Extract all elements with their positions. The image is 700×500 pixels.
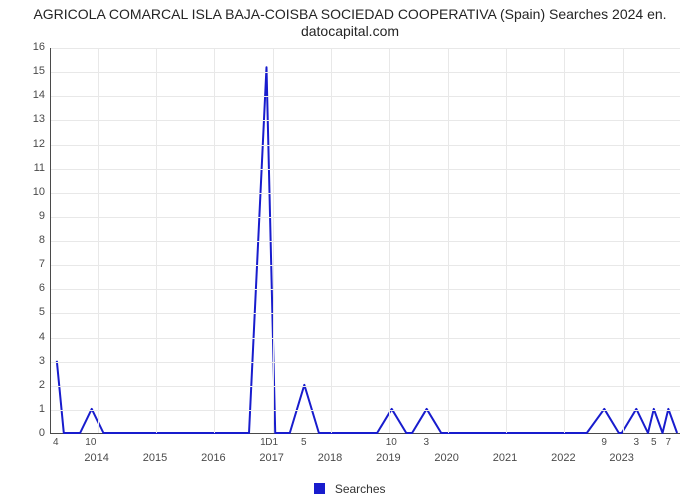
gridline-v <box>448 48 449 433</box>
y-tick-label: 5 <box>27 306 45 318</box>
chart-container: AGRICOLA COMARCAL ISLA BAJA-COISBA SOCIE… <box>0 0 700 500</box>
gridline-h <box>51 217 680 218</box>
y-tick-label: 8 <box>27 234 45 246</box>
x-tick-label: 2019 <box>376 452 400 464</box>
point-label: 3 <box>423 437 429 448</box>
gridline-h <box>51 410 680 411</box>
gridline-v <box>506 48 507 433</box>
gridline-h <box>51 362 680 363</box>
x-tick-label: 2020 <box>434 452 458 464</box>
x-tick-label: 2016 <box>201 452 225 464</box>
y-tick-label: 2 <box>27 379 45 391</box>
point-label: 3 <box>633 437 639 448</box>
x-tick-label: 2018 <box>318 452 342 464</box>
x-tick-label: 2023 <box>609 452 633 464</box>
title-line-1: AGRICOLA COMARCAL ISLA BAJA-COISBA SOCIE… <box>33 6 666 22</box>
point-label: D1 <box>265 437 278 448</box>
gridline-h <box>51 169 680 170</box>
point-label: 4 <box>53 437 59 448</box>
gridline-h <box>51 289 680 290</box>
gridline-v <box>623 48 624 433</box>
y-tick-label: 0 <box>27 427 45 439</box>
gridline-h <box>51 241 680 242</box>
gridline-h <box>51 338 680 339</box>
x-tick-label: 2015 <box>143 452 167 464</box>
gridline-h <box>51 193 680 194</box>
y-tick-label: 9 <box>27 210 45 222</box>
searches-series <box>57 67 677 433</box>
gridline-v <box>564 48 565 433</box>
plot-area <box>50 48 680 434</box>
legend-swatch <box>314 483 325 494</box>
point-label: 9 <box>601 437 607 448</box>
y-tick-label: 13 <box>27 113 45 125</box>
gridline-v <box>389 48 390 433</box>
point-label: 7 <box>666 437 672 448</box>
y-tick-label: 6 <box>27 282 45 294</box>
gridline-h <box>51 386 680 387</box>
y-tick-label: 7 <box>27 258 45 270</box>
y-tick-label: 11 <box>27 162 45 174</box>
y-tick-label: 10 <box>27 186 45 198</box>
gridline-h <box>51 96 680 97</box>
legend-label: Searches <box>335 482 386 496</box>
y-tick-label: 1 <box>27 403 45 415</box>
y-tick-label: 12 <box>27 138 45 150</box>
x-tick-label: 2022 <box>551 452 575 464</box>
y-tick-label: 14 <box>27 89 45 101</box>
title-line-2: datocapital.com <box>301 23 399 39</box>
y-tick-label: 4 <box>27 331 45 343</box>
gridline-h <box>51 145 680 146</box>
chart-title: AGRICOLA COMARCAL ISLA BAJA-COISBA SOCIE… <box>0 6 700 40</box>
x-tick-label: 2017 <box>259 452 283 464</box>
gridline-v <box>273 48 274 433</box>
gridline-v <box>331 48 332 433</box>
gridline-v <box>98 48 99 433</box>
point-label: 5 <box>651 437 657 448</box>
x-tick-label: 2021 <box>493 452 517 464</box>
point-label: 5 <box>301 437 307 448</box>
gridline-v <box>156 48 157 433</box>
gridline-v <box>214 48 215 433</box>
gridline-h <box>51 120 680 121</box>
gridline-h <box>51 265 680 266</box>
legend: Searches <box>0 482 700 496</box>
gridline-h <box>51 48 680 49</box>
x-tick-label: 2014 <box>84 452 108 464</box>
y-tick-label: 3 <box>27 355 45 367</box>
gridline-h <box>51 72 680 73</box>
point-label: 10 <box>386 437 397 448</box>
point-label: 10 <box>85 437 96 448</box>
gridline-h <box>51 313 680 314</box>
y-tick-label: 16 <box>27 41 45 53</box>
y-tick-label: 15 <box>27 65 45 77</box>
